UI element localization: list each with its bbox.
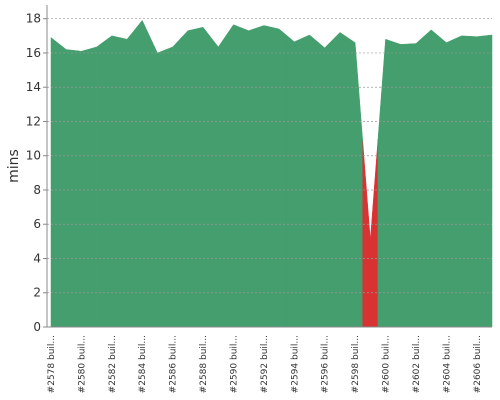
y-tick-label: 6 (33, 217, 41, 231)
area-segment (50, 37, 59, 328)
area-segment (134, 19, 151, 328)
x-tick-label: #2590 buil... (229, 335, 239, 393)
x-tick-label: #2606 buil... (473, 335, 483, 393)
area-segment (88, 40, 105, 328)
x-tick-label: #2596 buil... (321, 335, 331, 393)
area-segment (164, 38, 181, 328)
area-segment (423, 29, 440, 328)
x-tick-label: #2592 buil... (260, 335, 270, 393)
area-segment (347, 37, 363, 328)
area-segment (271, 26, 287, 328)
area-segment (438, 35, 455, 328)
area-segment (453, 35, 470, 328)
y-tick-label: 8 (33, 183, 41, 197)
area-segment (240, 27, 257, 328)
y-tick-label: 0 (33, 320, 41, 334)
area-segment (484, 34, 493, 328)
x-tick-label: #2594 buil... (290, 335, 300, 393)
x-tick-label: #2588 buil... (199, 335, 209, 393)
area-segment (210, 35, 227, 328)
x-tick-label: #2602 buil... (412, 335, 422, 393)
y-axis-label: mins (6, 149, 22, 183)
x-tick-label: #2578 buil... (47, 335, 57, 393)
area-segment (73, 48, 90, 328)
y-tick-label: 4 (33, 251, 41, 265)
area-segment (286, 34, 303, 328)
y-tick-label: 18 (26, 12, 41, 26)
area-segment (392, 41, 409, 328)
area-segment (103, 35, 120, 328)
x-tick-label: #2582 buil... (108, 335, 118, 393)
area-segment (256, 25, 272, 328)
y-tick-label: 2 (33, 286, 41, 300)
area-segment (408, 36, 424, 328)
x-tick-label: #2580 buil... (77, 335, 87, 393)
area-segment (180, 28, 196, 328)
area-segment (362, 139, 379, 328)
area-segment (58, 43, 75, 328)
y-tick-label: 10 (26, 149, 41, 163)
area-segment (195, 26, 211, 328)
area-segment (332, 32, 348, 328)
x-tick-label: #2586 buil... (169, 335, 179, 393)
area-segment (225, 24, 242, 328)
area-segment (377, 38, 394, 328)
y-tick-label: 12 (26, 114, 41, 128)
x-tick-label: #2600 buil... (382, 335, 392, 393)
area-segment (468, 35, 485, 328)
y-tick-label: 14 (26, 80, 41, 94)
x-tick-label: #2604 buil... (442, 335, 452, 393)
area-segment (301, 34, 318, 328)
x-tick-label: #2584 buil... (138, 335, 148, 393)
area-segment (149, 36, 166, 328)
area-segment (316, 39, 333, 328)
x-tick-label: #2598 buil... (351, 335, 361, 393)
area-segment (119, 29, 135, 328)
y-tick-label: 16 (26, 46, 41, 60)
